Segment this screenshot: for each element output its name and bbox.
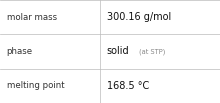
Text: phase: phase (7, 47, 33, 56)
Text: 300.16 g/mol: 300.16 g/mol (107, 12, 171, 22)
Text: molar mass: molar mass (7, 13, 57, 22)
Text: melting point: melting point (7, 81, 64, 90)
Text: 168.5 °C: 168.5 °C (107, 81, 149, 91)
Text: solid: solid (107, 46, 129, 57)
Text: (at STP): (at STP) (139, 48, 166, 55)
